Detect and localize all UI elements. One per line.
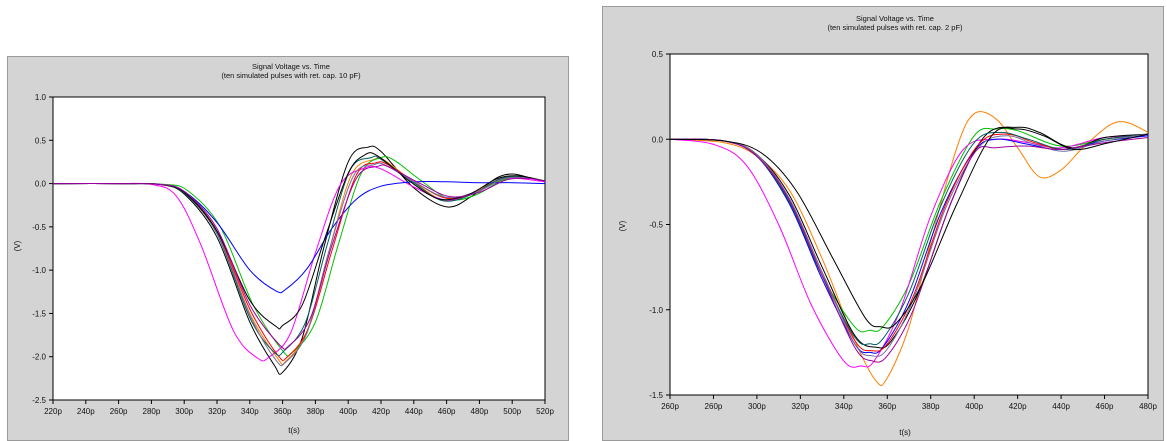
x-tick-label: 460p — [1096, 402, 1114, 411]
x-tick-label: 480p — [1139, 402, 1157, 411]
y-tick-label: -1.5 — [649, 391, 663, 400]
x-tick-label: 320p — [208, 407, 226, 416]
x-tick-label: 360p — [274, 407, 292, 416]
series-line-10 — [670, 127, 1148, 329]
chart-panel-10pf: Signal Voltage vs. Time (ten simulated p… — [7, 56, 569, 441]
plot-area — [669, 53, 1149, 396]
y-tick-label: -0.5 — [32, 223, 46, 232]
x-tick-label: 460p — [438, 407, 456, 416]
series-line-5 — [670, 126, 1148, 349]
y-tick-label: -1.0 — [649, 306, 663, 315]
x-tick-label: 300p — [175, 407, 193, 416]
plot-area — [52, 96, 546, 401]
series-line-7 — [670, 131, 1148, 346]
x-tick-label: 260p — [110, 407, 128, 416]
x-tick-label: 300p — [748, 402, 766, 411]
series-line-10 — [53, 164, 545, 350]
x-axis-label: t(s) — [288, 426, 300, 435]
x-tick-label: 440p — [1052, 402, 1070, 411]
series-line-3 — [53, 155, 545, 357]
chart-subtitle: (ten simulated pulses with ret. cap. 10 … — [221, 71, 361, 80]
series-line-4 — [670, 135, 1148, 354]
x-axis-label: t(s) — [899, 428, 911, 437]
chart-panel-2pf: Signal Voltage vs. Time (ten simulated p… — [602, 6, 1164, 441]
x-tick-label: 360p — [878, 402, 896, 411]
y-axis-label: (V) — [618, 220, 627, 231]
series-line-9 — [53, 152, 545, 330]
series-line-1 — [670, 111, 1148, 386]
x-tick-label: 480p — [471, 407, 489, 416]
x-tick-label: 520p — [536, 407, 554, 416]
y-tick-label: -1.0 — [32, 266, 46, 275]
x-tick-label: 260p — [705, 402, 723, 411]
y-tick-label: -2.0 — [32, 353, 46, 362]
chart-title: Signal Voltage vs. Time — [856, 14, 934, 23]
x-tick-label: 240p — [77, 407, 95, 416]
x-tick-label: 400p — [965, 402, 983, 411]
x-tick-label: 440p — [405, 407, 423, 416]
y-tick-label: -1.5 — [32, 309, 46, 318]
x-tick-label: 280p — [143, 407, 161, 416]
y-tick-label: 0.0 — [652, 135, 664, 144]
y-axis-label: (V) — [13, 240, 22, 251]
x-tick-label: 400p — [339, 407, 357, 416]
series-line-3 — [670, 135, 1148, 368]
x-tick-label: 420p — [372, 407, 390, 416]
chart-2pf: Signal Voltage vs. Time (ten simulated p… — [618, 14, 1157, 437]
chart-title: Signal Voltage vs. Time — [252, 62, 330, 71]
x-tick-label: 420p — [1009, 402, 1027, 411]
chart-10pf: Signal Voltage vs. Time (ten simulated p… — [13, 62, 554, 435]
x-tick-label: 260p — [661, 402, 679, 411]
y-tick-label: 0.0 — [35, 180, 47, 189]
x-tick-label: 320p — [791, 402, 809, 411]
y-tick-label: 0.5 — [35, 136, 47, 145]
series-line-9 — [670, 137, 1148, 363]
y-tick-label: -0.5 — [649, 221, 663, 230]
x-tick-label: 340p — [241, 407, 259, 416]
chart-subtitle: (ten simulated pulses with ret. cap. 2 p… — [827, 23, 963, 32]
x-tick-label: 380p — [922, 402, 940, 411]
x-tick-label: 220p — [44, 407, 62, 416]
y-tick-label: 1.0 — [35, 93, 47, 102]
x-tick-label: 500p — [503, 407, 521, 416]
x-tick-label: 380p — [307, 407, 325, 416]
y-tick-label: 0.5 — [652, 50, 664, 59]
x-tick-label: 340p — [835, 402, 853, 411]
y-tick-label: -2.5 — [32, 396, 46, 405]
